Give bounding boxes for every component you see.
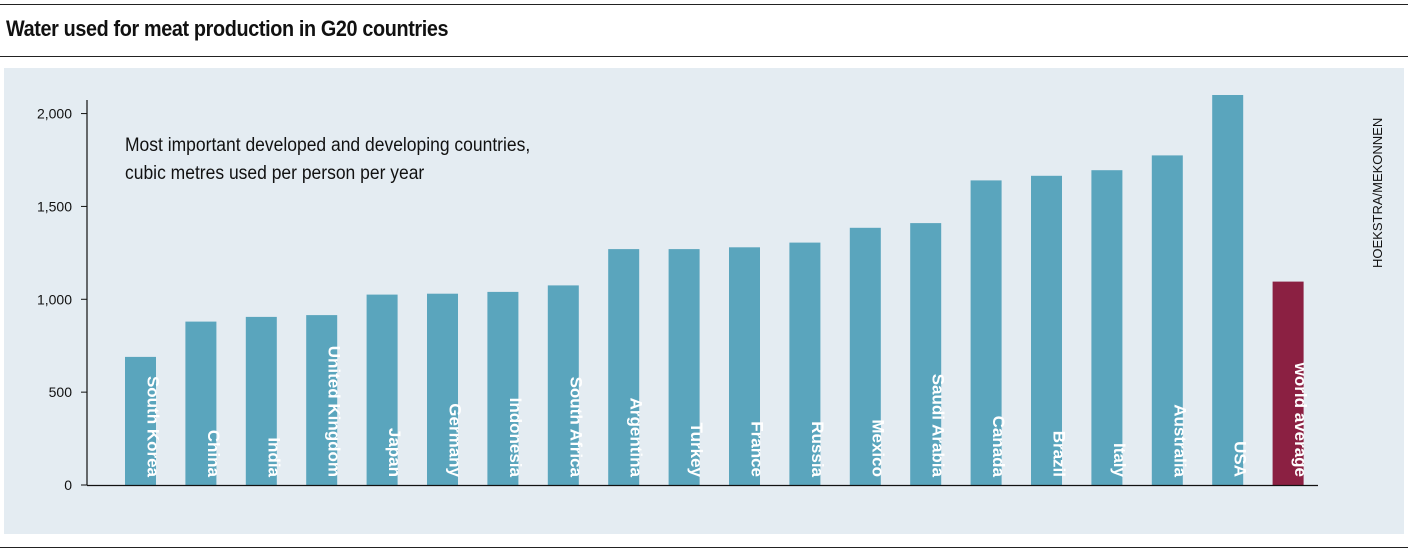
bar-label: China	[204, 430, 223, 478]
bar	[668, 249, 700, 485]
bar-label: United Kingdom	[325, 346, 344, 477]
bar	[729, 247, 760, 485]
bar	[366, 294, 398, 485]
bar-label: Italy	[1110, 443, 1129, 478]
bar-label: Australia	[1170, 404, 1189, 477]
bar	[1151, 155, 1183, 485]
credit-text: HOEKSTRA/MEKONNEN	[1370, 117, 1385, 268]
y-tick-label: 2,000	[37, 106, 72, 122]
y-tick-label: 0	[64, 477, 72, 493]
bar-label: South Africa	[566, 377, 585, 478]
y-tick-label: 1,500	[37, 198, 72, 214]
bar-label: South Korea	[144, 376, 163, 478]
bar	[789, 242, 821, 485]
bar-label: Argentina	[627, 398, 646, 478]
bar-label: Germany	[446, 403, 465, 477]
y-tick-label: 1,000	[37, 291, 72, 307]
bar	[1212, 95, 1244, 485]
bar-label: France	[748, 421, 767, 477]
bar	[1272, 281, 1304, 485]
bar	[245, 316, 277, 485]
title-rule	[0, 56, 1408, 57]
note-line-1: Most important developed and developing …	[125, 135, 531, 156]
bar-label: India	[264, 437, 283, 477]
note-line-2: cubic metres used per person per year	[125, 163, 425, 184]
bar	[185, 321, 217, 485]
bar	[970, 180, 1002, 485]
bar	[1091, 170, 1123, 485]
top-rule	[0, 4, 1408, 5]
bar	[547, 285, 579, 485]
bar-label: Russia	[808, 421, 827, 477]
bar-label: world average	[1291, 362, 1310, 477]
bar-label: Indonesia	[506, 398, 525, 478]
bar-label: Canada	[989, 416, 1008, 478]
bar-label: Brazil	[1050, 431, 1069, 477]
bar	[910, 223, 942, 485]
bar	[427, 293, 458, 485]
source-credit: HOEKSTRA/MEKONNEN	[1370, 88, 1390, 268]
bar-label: Japan	[385, 428, 404, 477]
bar	[306, 315, 338, 485]
y-tick-label: 500	[49, 384, 73, 400]
bottom-rule	[0, 547, 1408, 548]
chart-note: Most important developed and developing …	[125, 132, 530, 188]
chart-title: Water used for meat production in G20 co…	[6, 16, 449, 41]
bar	[849, 227, 881, 486]
bar-label: Saudi Arabia	[929, 374, 948, 478]
bar	[1031, 175, 1062, 486]
bar-label: Mexico	[868, 419, 887, 477]
bar	[125, 356, 156, 485]
bar	[608, 249, 640, 485]
bar	[487, 291, 519, 485]
bar-label: USA	[1231, 441, 1250, 477]
bar-label: Turkey	[687, 423, 706, 478]
